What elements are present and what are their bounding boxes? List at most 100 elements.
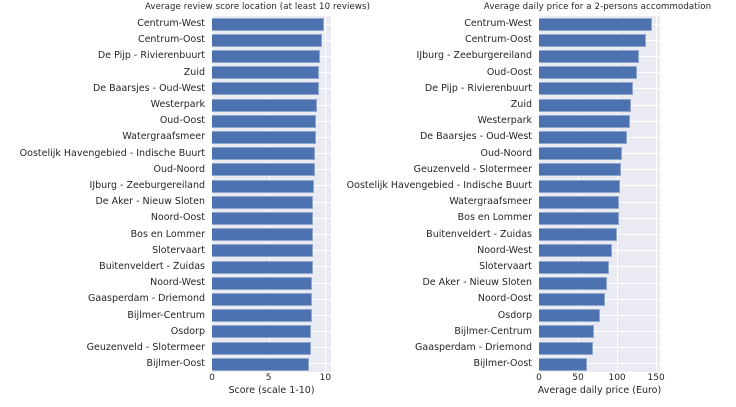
bar-track — [212, 146, 331, 162]
bar — [212, 276, 313, 290]
x-axis-label: Average daily price (Euro) — [537, 385, 662, 396]
x-tick-label: 5 — [265, 373, 272, 383]
bar-row: Bijlmer-Centrum — [331, 324, 660, 340]
bar — [539, 211, 619, 225]
gridline-vertical — [268, 16, 270, 372]
bar — [539, 276, 607, 290]
bar-track — [212, 340, 331, 356]
bar-row: Oud-Noord — [0, 162, 331, 178]
bar-row: Zuid — [331, 97, 660, 113]
bar-track — [539, 259, 660, 275]
chart-review-score: Average review score location (at least … — [0, 0, 370, 407]
chart-title: Average daily price for a 2-persons acco… — [483, 2, 712, 12]
bar — [539, 163, 621, 177]
bar — [539, 33, 646, 47]
bar — [212, 49, 320, 63]
bar-track — [212, 113, 331, 129]
x-axis-ticks: 0 5 10 — [209, 373, 331, 384]
x-tick-label: 0 — [536, 373, 542, 383]
bar-row: Oostelijk Havengebied - Indische Buurt — [331, 178, 660, 194]
bar-track — [539, 16, 660, 32]
bar-track — [539, 32, 660, 48]
gridline-vertical — [578, 16, 580, 372]
bar-track — [539, 97, 660, 113]
y-tick-label: Oostelijk Havengebied - Indische Buurt — [19, 147, 205, 159]
bar-track — [212, 243, 331, 259]
y-tick-label: Osdorp — [497, 309, 532, 321]
bar-track — [539, 81, 660, 97]
bar — [212, 163, 315, 177]
bar-row: De Aker - Nieuw Sloten — [0, 194, 331, 210]
bar-track — [539, 48, 660, 64]
bar — [539, 179, 621, 193]
y-tick-label: Oud-Oost — [486, 66, 532, 78]
bar-track — [539, 65, 660, 81]
y-tick-label: IJburg - Zeeburgereiland — [416, 50, 532, 62]
bar — [539, 341, 593, 355]
x-tick-label: 150 — [647, 373, 665, 383]
bar-track — [539, 227, 660, 243]
x-tick-label: 100 — [608, 373, 626, 383]
bar-track — [539, 356, 660, 372]
y-tick-label: Noord-Oost — [150, 212, 205, 224]
bar — [212, 244, 313, 258]
y-tick-label: Geuzenveld - Slotermeer — [413, 163, 532, 175]
bar-row: IJburg - Zeeburgereiland — [331, 48, 660, 64]
bar — [212, 260, 313, 274]
bar — [212, 357, 309, 371]
y-tick-label: Noord-West — [150, 277, 205, 289]
bar — [539, 195, 619, 209]
bar-track — [212, 81, 331, 97]
bar-track — [212, 97, 331, 113]
y-tick-label: De Aker - Nieuw Sloten — [422, 277, 532, 289]
bar-row: Oud-Oost — [0, 113, 331, 129]
y-tick-label: IJburg - Zeeburgereiland — [89, 180, 205, 192]
bar-track — [539, 194, 660, 210]
bar-track — [539, 210, 660, 226]
bar-row: Buitenveldert - Zuidas — [331, 227, 660, 243]
bar-row: Zuid — [0, 65, 331, 81]
bar-row: De Aker - Nieuw Sloten — [331, 275, 660, 291]
bar-row: Bijlmer-Centrum — [0, 308, 331, 324]
bar-track — [212, 308, 331, 324]
bar — [539, 309, 600, 323]
y-tick-label: De Pijp - Rivierenbuurt — [97, 50, 205, 62]
y-tick-label: Westerpark — [477, 115, 532, 127]
bar — [539, 147, 622, 161]
bar-row: Noord-Oost — [331, 291, 660, 307]
y-tick-label: Watergraafsmeer — [122, 131, 205, 143]
bar — [212, 325, 312, 339]
bars-group: Centrum-West Centrum-Oost De Pijp - Rivier… — [0, 16, 331, 372]
bar-row: Noord-West — [0, 275, 331, 291]
bar — [212, 179, 314, 193]
gridline-vertical — [617, 16, 619, 372]
bar-row: De Baarsjes - Oud-West — [331, 129, 660, 145]
bar-row: Osdorp — [0, 324, 331, 340]
bar — [212, 195, 314, 209]
gridline-vertical — [212, 16, 213, 372]
bar-row: Centrum-Oost — [0, 32, 331, 48]
bar-row: Buitenveldert - Zuidas — [0, 259, 331, 275]
y-tick-label: De Pijp - Rivierenbuurt — [424, 82, 532, 94]
bar-row: Osdorp — [331, 308, 660, 324]
bar — [539, 292, 605, 306]
bar-row: Centrum-West — [0, 16, 331, 32]
y-tick-label: Bos en Lommer — [130, 228, 205, 240]
y-tick-label: Noord-Oost — [477, 293, 532, 305]
bar-track — [539, 324, 660, 340]
bar — [212, 292, 312, 306]
bar — [212, 211, 314, 225]
bar — [212, 17, 325, 31]
y-tick-label: Centrum-West — [464, 18, 532, 29]
bar — [539, 98, 632, 112]
bar — [212, 147, 316, 161]
y-tick-label: Zuid — [510, 99, 532, 111]
bar — [212, 82, 319, 96]
bar — [212, 228, 313, 242]
y-tick-label: De Baarsjes - Oud-West — [419, 131, 532, 143]
bar-row: De Pijp - Rivierenbuurt — [331, 81, 660, 97]
bar-row: Oud-Oost — [331, 65, 660, 81]
bar-track — [212, 178, 331, 194]
bar-row: Gaasperdam - Driemond — [331, 340, 660, 356]
bar-track — [212, 227, 331, 243]
